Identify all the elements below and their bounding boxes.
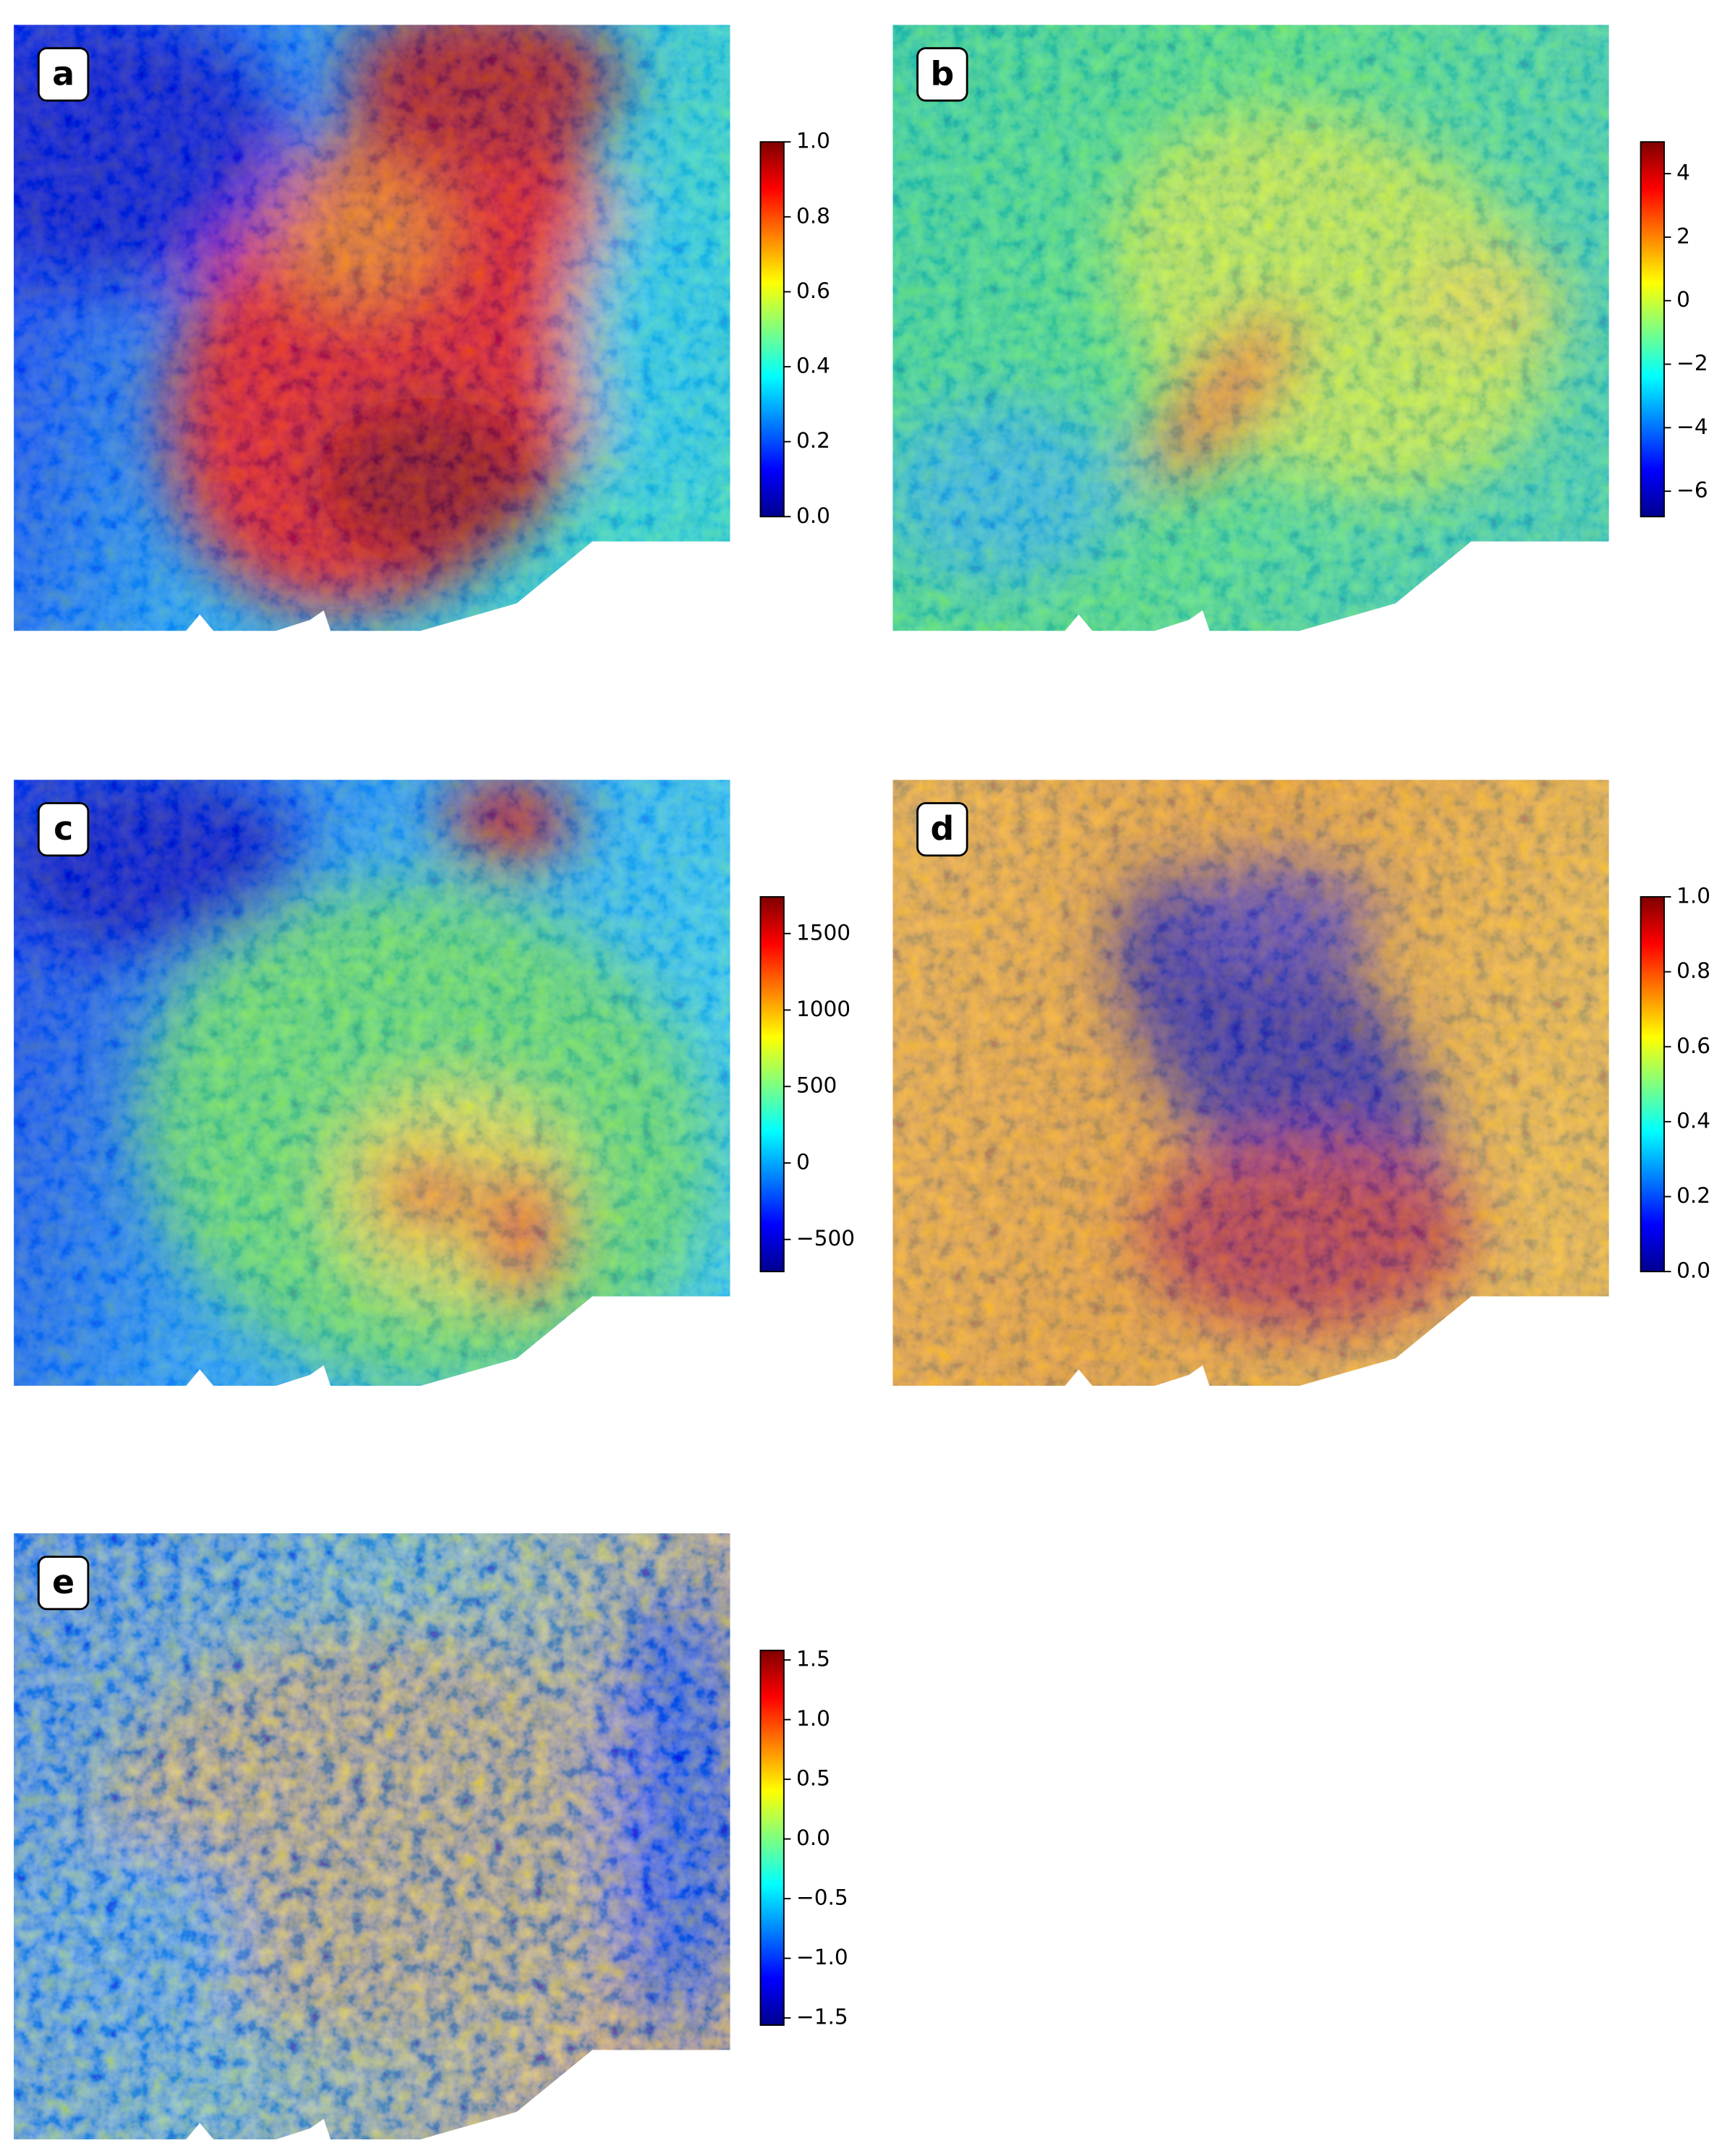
- colorbar-tick-label: 0.6: [796, 278, 830, 303]
- colorbar-tick-label: −0.5: [796, 1886, 848, 1910]
- colorbar-tick-label: 0.2: [796, 428, 830, 453]
- colorbar-tick-label: 0: [796, 1149, 810, 1174]
- panel-label: d: [931, 809, 955, 848]
- panel-label: a: [52, 54, 74, 93]
- colorbar: [1640, 141, 1665, 518]
- colorbar: [759, 1649, 785, 2026]
- panel-label-box: [916, 47, 968, 102]
- colorbar-tick-label: −1.0: [796, 1945, 848, 1969]
- panel: d 0.0 0.2 0.4 0.6 0.8 1.0: [892, 780, 1710, 1386]
- panel-label: c: [54, 809, 73, 848]
- colorbar-tick-label: 0.8: [1676, 958, 1710, 983]
- colorbar: [759, 896, 785, 1273]
- colorbar-tick-label: 4: [1676, 161, 1690, 185]
- colorbar-tick-label: 0.2: [1676, 1183, 1710, 1208]
- colorbar-tick-label: 0.0: [796, 503, 830, 528]
- panel: a 0.0 0.2 0.4 0.6 0.8 1.0: [14, 25, 830, 631]
- colorbar-tick-label: 0: [1676, 287, 1690, 312]
- panel-label-box: [916, 802, 968, 857]
- map-image: [14, 780, 730, 1386]
- map-image: [14, 1533, 730, 2140]
- colorbar-tick-label: 500: [796, 1073, 837, 1098]
- colorbar-tick-label: 1500: [796, 920, 851, 945]
- colorbar-tick-label: 0.6: [1676, 1034, 1710, 1058]
- panel-label-box: [37, 1555, 90, 1611]
- panel-label-box: [37, 47, 90, 102]
- colorbar-tick-label: −4: [1676, 414, 1708, 439]
- panel: e −1.5 −1.0 −0.5 0.0 0.5 1.0 1.5: [14, 1533, 848, 2140]
- colorbar-tick-label: 0.5: [796, 1766, 830, 1791]
- panel: b −6 −4 −2 0 2 4: [892, 25, 1708, 631]
- map-image: [14, 25, 730, 631]
- colorbar-tick-label: 0.8: [796, 203, 830, 228]
- colorbar-tick-label: 0.4: [1676, 1108, 1710, 1133]
- colorbar-tick-label: 0.4: [796, 354, 830, 378]
- colorbar-tick-label: 0.0: [796, 1825, 830, 1850]
- map-image: [892, 25, 1609, 631]
- panel-label: b: [931, 54, 955, 93]
- colorbar-tick-label: −6: [1676, 478, 1708, 503]
- colorbar-tick-label: 1.0: [1676, 884, 1710, 908]
- colorbar: [1640, 896, 1665, 1273]
- colorbar-tick-label: −1.5: [796, 2005, 848, 2029]
- colorbar-tick-label: 2: [1676, 223, 1690, 248]
- colorbar-tick-label: 0.0: [1676, 1258, 1710, 1283]
- colorbar-tick-label: 1.0: [796, 129, 830, 153]
- colorbar-tick-label: 1.5: [796, 1647, 830, 1671]
- panel-label-box: [37, 802, 90, 857]
- map-image: [892, 780, 1609, 1386]
- colorbar: [759, 141, 785, 518]
- panel: c −500 0 500 1000 1500: [14, 780, 855, 1386]
- colorbar-tick-label: 1.0: [796, 1706, 830, 1731]
- colorbar-tick-label: −2: [1676, 351, 1708, 375]
- colorbar-tick-label: −500: [796, 1226, 855, 1250]
- panel-label: e: [52, 1563, 74, 1601]
- colorbar-tick-label: 1000: [796, 997, 851, 1021]
